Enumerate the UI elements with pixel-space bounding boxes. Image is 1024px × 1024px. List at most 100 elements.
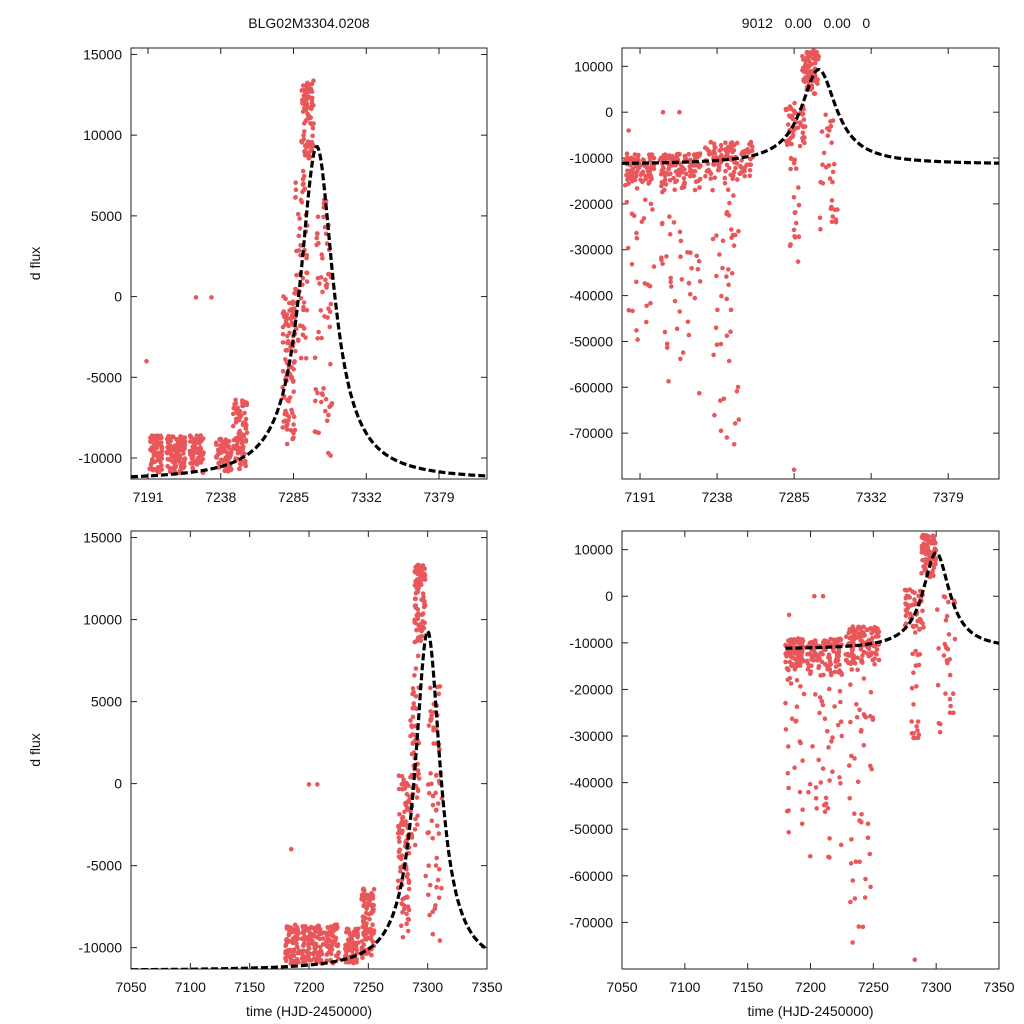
data-point — [284, 411, 289, 417]
data-point — [795, 662, 800, 667]
data-point — [724, 435, 730, 440]
data-point — [182, 456, 188, 461]
data-point — [694, 253, 699, 259]
bottom-right-xlabel: time (HJD-2450000) — [747, 1003, 873, 1019]
top-right-ytick-label: -60000 — [569, 379, 613, 395]
data-point — [403, 819, 409, 824]
data-point — [848, 861, 854, 866]
data-point — [868, 713, 873, 719]
data-point — [678, 254, 683, 259]
data-point — [190, 450, 196, 456]
data-point — [414, 627, 420, 633]
data-point — [426, 863, 432, 868]
data-point — [664, 345, 670, 350]
top-left-ytick-label: -10000 — [78, 450, 122, 466]
data-point — [832, 640, 837, 645]
data-point — [691, 173, 697, 179]
data-point — [680, 350, 686, 355]
data-point — [732, 421, 738, 426]
data-point — [395, 830, 401, 836]
data-point — [320, 255, 325, 261]
data-point — [733, 165, 738, 171]
data-point — [838, 699, 843, 705]
data-point — [154, 442, 159, 447]
data-point — [735, 384, 741, 390]
data-point — [625, 245, 631, 251]
data-point — [793, 657, 798, 662]
data-point — [429, 818, 435, 823]
data-point — [295, 211, 301, 217]
data-point — [144, 358, 149, 364]
data-point — [360, 919, 366, 925]
data-point — [848, 899, 853, 905]
bottom-left-fit-curve — [131, 627, 487, 969]
data-point — [155, 433, 160, 439]
data-point — [301, 187, 307, 193]
data-point — [312, 928, 318, 933]
data-point — [305, 144, 310, 150]
data-point — [238, 449, 244, 455]
top-left-xtick-label: 7379 — [423, 489, 454, 505]
data-point — [629, 178, 635, 184]
data-point — [165, 463, 170, 469]
data-point — [816, 664, 822, 669]
data-point — [807, 781, 813, 787]
data-point — [660, 220, 665, 226]
data-point — [827, 778, 832, 783]
data-point — [943, 691, 948, 696]
data-point — [299, 936, 305, 941]
data-point — [731, 169, 737, 175]
data-point — [435, 801, 441, 806]
bottom-right-ytick-label: -40000 — [569, 775, 613, 791]
data-point — [406, 886, 412, 892]
data-point — [851, 640, 856, 645]
data-point — [747, 173, 753, 179]
data-point — [671, 175, 676, 181]
data-point — [819, 129, 825, 134]
data-point — [404, 782, 409, 788]
data-point — [326, 271, 331, 277]
data-point — [408, 774, 413, 780]
data-point — [437, 938, 443, 943]
data-point — [829, 198, 835, 203]
data-point — [169, 434, 175, 439]
data-point — [415, 788, 421, 794]
data-point — [659, 255, 664, 260]
data-point — [818, 651, 823, 656]
data-point — [409, 751, 415, 757]
data-point — [803, 62, 808, 68]
data-point — [677, 109, 682, 115]
bottom-right-ytick-label: -10000 — [569, 635, 613, 651]
data-point — [289, 948, 295, 953]
data-point — [301, 121, 307, 126]
data-point — [399, 774, 405, 779]
data-point — [728, 329, 733, 335]
data-point — [283, 943, 288, 949]
data-point — [805, 651, 810, 657]
data-point — [436, 691, 442, 697]
data-point — [810, 49, 815, 54]
data-point — [646, 181, 651, 186]
data-point — [310, 133, 315, 139]
data-point — [323, 277, 328, 283]
data-point — [303, 356, 309, 361]
data-point — [786, 612, 792, 618]
data-point — [396, 835, 402, 840]
data-point — [239, 437, 245, 443]
data-point — [178, 435, 184, 440]
data-point — [643, 197, 648, 203]
data-point — [794, 677, 800, 683]
data-point — [430, 909, 436, 915]
data-point — [799, 653, 804, 659]
data-point — [418, 638, 424, 643]
data-point — [851, 630, 856, 635]
data-point — [829, 140, 834, 145]
data-point — [430, 793, 436, 799]
data-point — [397, 839, 402, 844]
data-point — [785, 650, 790, 655]
data-point — [628, 162, 633, 168]
data-point — [816, 54, 821, 59]
data-point — [789, 642, 795, 647]
data-point — [313, 387, 319, 392]
data-point — [784, 808, 790, 814]
